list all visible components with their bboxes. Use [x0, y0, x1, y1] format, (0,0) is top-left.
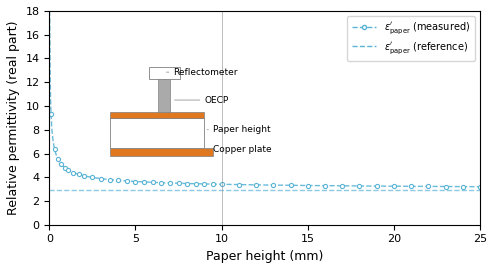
Text: Paper height: Paper height	[213, 125, 271, 134]
Legend: $\varepsilon^{\prime}_{\mathrm{paper}}$ (measured), $\varepsilon^{\prime}_{\math: $\varepsilon^{\prime}_{\mathrm{paper}}$ …	[347, 16, 475, 61]
FancyBboxPatch shape	[110, 148, 213, 156]
X-axis label: Paper height (mm): Paper height (mm)	[206, 250, 324, 263]
FancyBboxPatch shape	[110, 112, 205, 118]
FancyBboxPatch shape	[110, 118, 205, 148]
FancyBboxPatch shape	[149, 67, 180, 79]
Text: Reflectometer: Reflectometer	[173, 68, 238, 77]
FancyBboxPatch shape	[158, 79, 170, 112]
Text: Copper plate: Copper plate	[213, 146, 272, 154]
Text: OECP: OECP	[205, 96, 229, 104]
Y-axis label: Relative permittivity (real part): Relative permittivity (real part)	[7, 21, 20, 215]
